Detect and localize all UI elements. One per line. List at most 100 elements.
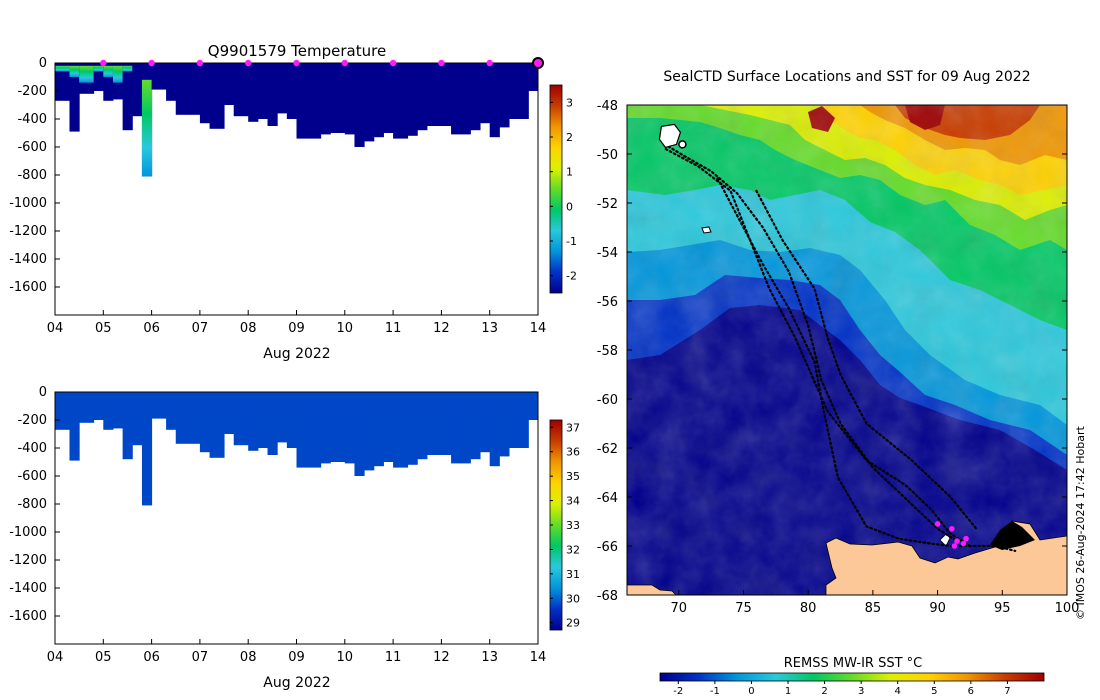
y-tick-label: -800 <box>17 497 47 512</box>
section-cell <box>190 392 201 444</box>
section-cell <box>344 392 355 464</box>
y-tick-label: -200 <box>17 84 47 99</box>
section-cell <box>224 63 235 105</box>
section-cell <box>407 392 418 465</box>
section-cell <box>233 63 249 117</box>
section-cell <box>122 63 133 131</box>
section-cell <box>320 63 331 135</box>
section-cell <box>175 392 191 444</box>
section-cell <box>310 63 322 139</box>
salinity-x-ticks: 04 05 06 07 08 09 10 11 12 13 14 <box>47 639 546 665</box>
section-cell <box>112 392 124 429</box>
surface-marker <box>486 59 493 67</box>
colorbar-tick-label: 2 <box>821 686 827 697</box>
temperature-colorbar-ticks: -2 -1 0 1 2 3 <box>550 96 577 283</box>
temperature-title: Q9901579 Temperature <box>208 42 386 60</box>
colorbar-tick-label: 3 <box>858 686 864 697</box>
surface-marker <box>148 59 155 67</box>
y-tick-label: -1200 <box>9 224 47 239</box>
y-tick-label: -60 <box>597 393 618 408</box>
island-marker <box>678 140 687 149</box>
section-cell <box>257 392 269 448</box>
seal-track <box>755 189 978 530</box>
y-tick-label: -1400 <box>9 581 47 596</box>
x-tick-label: 07 <box>192 321 209 336</box>
sst-colorbar <box>659 672 1045 682</box>
map-x-ticks: 70 75 80 85 90 95 100 <box>670 590 1079 616</box>
colorbar-tick-label: 2 <box>566 131 573 144</box>
temperature-section-cells <box>55 63 538 177</box>
section-cell <box>166 392 177 430</box>
section-cell <box>199 392 211 453</box>
y-tick-label: -1200 <box>9 553 47 568</box>
warm-layer-cell <box>112 65 124 83</box>
section-cell <box>470 392 481 460</box>
y-tick-label: -64 <box>597 491 618 506</box>
colorbar-tick-label: 31 <box>566 568 580 581</box>
section-cell <box>451 392 462 464</box>
section-cell <box>441 392 452 455</box>
section-cell <box>286 63 297 119</box>
temperature-x-ticks: 04 05 06 07 08 09 10 11 12 13 14 <box>47 310 546 336</box>
section-cell <box>69 392 80 461</box>
y-tick-label: -54 <box>597 246 618 261</box>
surface-marker <box>245 59 252 67</box>
section-cell <box>373 392 384 467</box>
land-dark-coast <box>990 521 1035 550</box>
map-area <box>627 105 1067 595</box>
section-cell <box>330 63 346 133</box>
section-cell <box>132 63 143 117</box>
y-tick-label: -1600 <box>9 609 47 624</box>
section-cell <box>93 392 104 420</box>
section-cell <box>407 63 418 136</box>
section-cell <box>354 63 365 147</box>
section-cell <box>93 63 104 91</box>
section-cell <box>480 63 491 124</box>
seal-track <box>716 177 1017 553</box>
salinity-colorbar-ticks: 29 30 31 32 33 34 35 36 37 <box>550 421 580 630</box>
section-cell <box>69 63 80 132</box>
section-cell <box>122 392 133 460</box>
x-tick-label: 08 <box>240 650 257 665</box>
surface-location-markers <box>934 521 969 549</box>
surface-location-point <box>960 540 967 547</box>
temperature-surface-markers <box>100 57 544 69</box>
section-cell <box>489 63 500 138</box>
y-tick-label: -200 <box>17 413 47 428</box>
colorbar-tick-label: -1 <box>710 686 720 697</box>
x-tick-label: 04 <box>47 650 64 665</box>
surface-marker <box>389 59 397 67</box>
salinity-y-ticks: 0 -200 -400 -600 -800 -1000 -1200 -1400 -1600 <box>9 385 60 624</box>
x-tick-label: 12 <box>433 650 450 665</box>
colorbar-tick-label: 1 <box>785 686 791 697</box>
section-cell <box>383 63 394 133</box>
section-cell <box>248 63 259 122</box>
section-cell <box>224 392 235 434</box>
colorbar-tick-label: 7 <box>1004 686 1010 697</box>
section-cell <box>489 392 500 467</box>
x-tick-label: 08 <box>240 321 257 336</box>
section-cell <box>151 63 167 90</box>
y-tick-label: -52 <box>597 197 618 212</box>
x-tick-label: 80 <box>800 601 817 616</box>
section-cell <box>480 392 491 453</box>
section-cell <box>518 63 529 119</box>
section-cell <box>79 392 95 423</box>
colorbar-tick-label: 3 <box>566 96 573 109</box>
section-cell <box>528 392 538 420</box>
x-tick-label: 75 <box>735 601 752 616</box>
temperature-panel: Q9901579 Temperature 04 05 06 07 08 09 10 11 12 1… <box>9 42 577 362</box>
warm-layer-cell <box>55 65 70 72</box>
surface-marker <box>438 59 445 67</box>
surface-marker <box>100 59 107 67</box>
salinity-panel: 04 05 06 07 08 09 10 11 12 13 14 0 -200 -400 -600 -800… <box>9 385 580 691</box>
section-cell <box>166 63 177 101</box>
y-tick-label: 0 <box>39 385 47 400</box>
coast-ice-patch <box>939 533 951 547</box>
sst-colorbar-ticks: -2 -1 0 1 2 3 4 5 6 7 <box>673 681 1011 697</box>
section-cell <box>499 392 510 457</box>
warm-layer-cell <box>141 79 153 177</box>
sst-colorbar-label: REMSS MW-IR SST °C <box>784 656 923 671</box>
colorbar-tick-label: 1 <box>566 166 573 179</box>
y-tick-label: -56 <box>597 295 618 310</box>
